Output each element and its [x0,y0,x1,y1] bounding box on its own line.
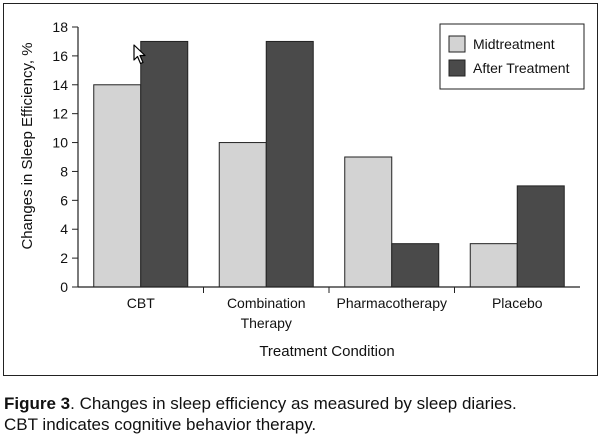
legend-label-midtreatment: Midtreatment [473,36,555,52]
y-ticks-group: 0 2 4 6 8 10 12 14 16 18 [52,19,78,295]
y-tick-label: 18 [52,19,68,35]
y-tick-label: 6 [60,192,68,208]
y-tick-label: 16 [52,48,68,64]
legend-swatch-midtreatment [448,35,466,53]
legend-swatch-after-treatment [448,59,466,77]
y-tick-label: 2 [60,250,68,266]
bar-after-treatment [391,243,440,288]
bar-after-treatment [516,185,565,288]
figure-frame: 0 2 4 6 8 10 12 14 16 18 CBT Combination Therapy Pha… [3,3,598,376]
bar-chart: 0 2 4 6 8 10 12 14 16 18 CBT Combination Therapy Pha… [19,19,585,360]
x-ticks-group: CBT Combination Therapy Pharmacotherapy Plac… [127,287,543,331]
caption-line-2: CBT indicates cognitive behavior therapy… [4,415,317,434]
legend-label-after-treatment: After Treatment [473,60,570,76]
legend-box [439,23,585,90]
bar-midtreatment [469,243,518,288]
figure-caption: Figure 3. Changes in sleep efficiency as… [4,393,599,435]
y-tick-label: 4 [60,221,68,237]
x-tick-label: Combination [227,295,306,311]
bar-midtreatment [93,84,142,288]
bar-midtreatment [218,142,267,288]
bar-after-treatment [265,40,314,288]
x-axis-title: Treatment Condition [259,343,394,360]
x-tick-label: Pharmacotherapy [336,295,447,311]
y-tick-label: 0 [60,279,68,295]
caption-line-1: Figure 3. Changes in sleep efficiency as… [4,393,599,414]
x-tick-label: Therapy [241,315,292,331]
figure-label: Figure 3 [4,394,71,413]
y-tick-label: 8 [60,163,68,179]
x-tick-label: CBT [127,295,155,311]
y-axis-title: Changes in Sleep Efficiency, % [19,42,36,249]
y-tick-label: 12 [52,106,68,122]
y-tick-label: 10 [52,135,68,151]
bars-group [93,40,565,288]
bar-midtreatment [344,156,393,288]
y-tick-label: 14 [52,77,68,93]
arrow-cursor-icon [133,44,146,65]
x-tick-label: Placebo [492,295,543,311]
legend: Midtreatment After Treatment [439,23,585,90]
bar-after-treatment [140,40,189,288]
caption-text: . Changes in sleep efficiency as measure… [70,394,517,413]
